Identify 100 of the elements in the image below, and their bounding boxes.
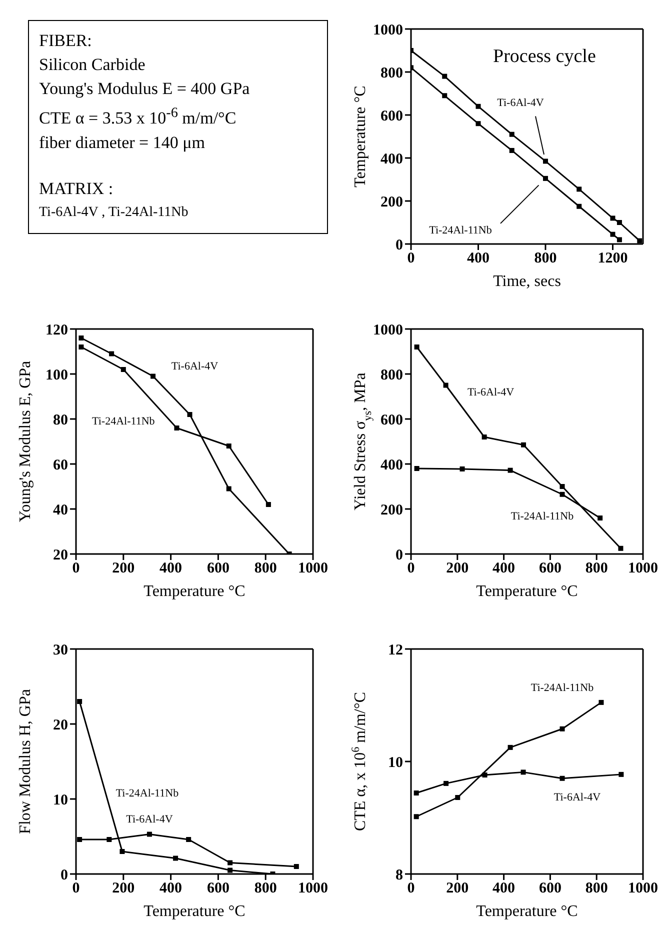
y-tick-label: 600 (380, 412, 403, 428)
point (414, 790, 419, 796)
x-tick-label: 600 (206, 880, 230, 897)
point (598, 700, 604, 705)
x-tick-label: 200 (446, 560, 469, 577)
point (637, 238, 642, 244)
x-axis-title: Temperature °C (476, 903, 578, 920)
point (560, 776, 565, 781)
point (509, 132, 514, 137)
x-tick-label: 0 (407, 880, 415, 897)
y-tick-label: 10 (388, 754, 403, 771)
x-tick-label: 1000 (628, 880, 658, 897)
x-tick-label: 200 (112, 560, 135, 577)
x-axis-title: Temperature °C (476, 583, 578, 600)
point (542, 176, 548, 181)
x-tick-label: 600 (538, 560, 562, 577)
x-tick-label: 0 (407, 560, 415, 577)
y-tick-label: 1000 (373, 322, 403, 338)
text: MATRIX : (39, 178, 114, 200)
y-tick-label: 800 (380, 65, 403, 82)
point (106, 837, 112, 842)
point (226, 444, 232, 448)
point (576, 186, 582, 192)
y-tick-label: 0 (396, 237, 403, 254)
point (228, 860, 233, 866)
y-axis-title: Temperature °C (352, 86, 369, 188)
point (228, 868, 233, 873)
point (414, 814, 419, 820)
y-tick-label: 10 (53, 792, 68, 808)
x-tick-label: 800 (254, 560, 277, 577)
point (78, 344, 84, 350)
series-label: Ti-24Al-11Nb (530, 682, 594, 694)
series-label: Ti-6Al-4V (467, 386, 514, 398)
text: Ti-6Al-4V , Ti-24Al-11Nb (39, 204, 190, 222)
text: Ti-24Al-11Nb (429, 224, 492, 236)
x-tick-label: 200 (112, 880, 135, 897)
x-tick-label: 800 (534, 250, 557, 267)
series-label: Ti-6Al-4V (126, 813, 173, 826)
x-axis-title: Time, secs (493, 273, 561, 290)
text: FIBER: (39, 30, 93, 52)
x-tick-label: 200 (446, 880, 469, 897)
point (616, 237, 622, 242)
y-tick-label: 400 (380, 151, 403, 168)
x-tick-label: 600 (206, 560, 230, 577)
point (442, 93, 448, 98)
point (77, 699, 82, 704)
point (460, 466, 465, 472)
point (509, 148, 514, 153)
point (109, 351, 114, 356)
point (226, 486, 232, 492)
y-tick-label: 100 (46, 367, 68, 384)
point (443, 382, 448, 388)
x-tick-label: 400 (492, 560, 516, 577)
point (598, 516, 603, 520)
y-tick-label: 120 (46, 322, 68, 338)
x-tick-label: 0 (72, 560, 80, 577)
text: Silicon Carbide (39, 54, 146, 76)
y-tick-label: 600 (380, 108, 403, 124)
x-tick-label: 600 (538, 880, 562, 897)
y-tick-label: 60 (53, 457, 68, 474)
text: Process cycle (493, 46, 596, 68)
x-tick-label: 1200 (598, 250, 628, 267)
y-tick-label: 30 (53, 642, 68, 658)
series-label: Ti-6Al-4V (554, 791, 601, 804)
point (174, 426, 180, 430)
series-label: Ti-24Al-11Nb (510, 510, 574, 522)
y-tick-label: 40 (53, 502, 68, 518)
y-tick-label: 800 (380, 367, 403, 384)
point (542, 158, 548, 164)
x-tick-label: 800 (585, 560, 608, 577)
y-tick-label: 200 (380, 194, 403, 210)
point (120, 367, 126, 372)
point (186, 837, 192, 842)
point (560, 492, 565, 497)
point (476, 121, 481, 126)
point (482, 434, 487, 440)
y-tick-label: 80 (53, 412, 68, 428)
text: Young's Modulus E = 400 GPa (39, 78, 251, 100)
point (173, 856, 178, 861)
y-tick-label: 8 (396, 867, 403, 884)
x-tick-label: 1000 (298, 880, 328, 897)
y-tick-label: 12 (388, 642, 403, 658)
point (476, 104, 481, 109)
y-tick-label: 20 (53, 717, 68, 734)
point (560, 726, 565, 732)
x-tick-label: 800 (254, 880, 277, 897)
y-tick-label: 400 (380, 457, 403, 474)
point (442, 74, 448, 79)
point (610, 216, 616, 221)
x-tick-label: 400 (160, 880, 182, 897)
text: CTE α = 3.53 x 10$^{-6}$ m/m/°C (39, 104, 238, 130)
point (576, 204, 582, 209)
point (610, 232, 616, 237)
series-label: Ti-24Al-11Nb (92, 416, 156, 428)
point (414, 466, 420, 471)
point (414, 344, 420, 350)
point (618, 546, 624, 551)
point (455, 795, 460, 800)
point (146, 832, 152, 837)
point (521, 442, 526, 448)
